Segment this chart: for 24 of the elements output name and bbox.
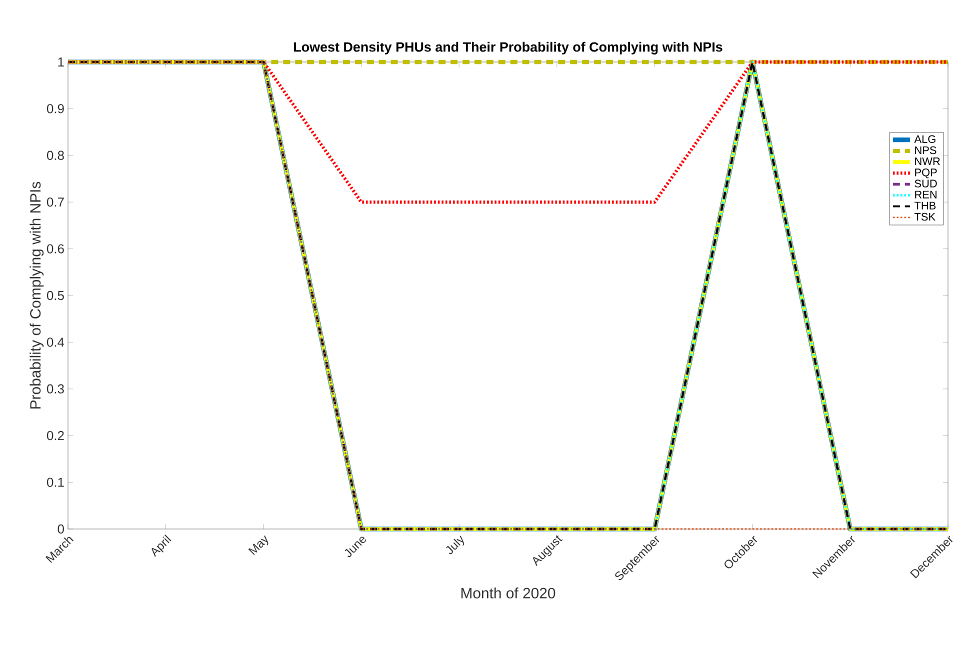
legend-label: SUD: [914, 180, 937, 188]
y-axis-title: Probability of Complying with NPIs: [30, 182, 44, 408]
y-tick-label: 0.8: [46, 150, 64, 160]
legend-label: REN: [915, 190, 936, 198]
y-tick-label: 0.7: [46, 198, 64, 207]
legend-label: NWR: [915, 158, 940, 166]
y-tick-label: 0.4: [46, 338, 64, 347]
x-tick-label: May: [248, 535, 268, 556]
y-tick-label: 0: [58, 524, 64, 534]
y-tick-label: 0.1: [46, 478, 64, 487]
legend-label: PQP: [915, 168, 937, 178]
y-tick-label: 0.5: [46, 290, 64, 300]
legend-label: THB: [914, 202, 936, 210]
y-tick-label: 0.2: [46, 431, 64, 440]
x-axis-title: Month of 2020: [461, 587, 556, 598]
legend-label: NPS: [915, 146, 936, 154]
y-tick-label: 0.9: [46, 104, 64, 114]
legend-label: TSK: [914, 212, 936, 221]
x-tick-label: July: [446, 536, 464, 554]
chart-title: Lowest Density PHUs and Their Probability of Complying with NPIs: [294, 42, 722, 54]
legend-label: ALG: [914, 135, 936, 143]
y-tick-label: 0.3: [46, 384, 64, 394]
y-tick-label: 0.6: [46, 244, 64, 254]
y-tick-label: 1: [58, 58, 64, 66]
